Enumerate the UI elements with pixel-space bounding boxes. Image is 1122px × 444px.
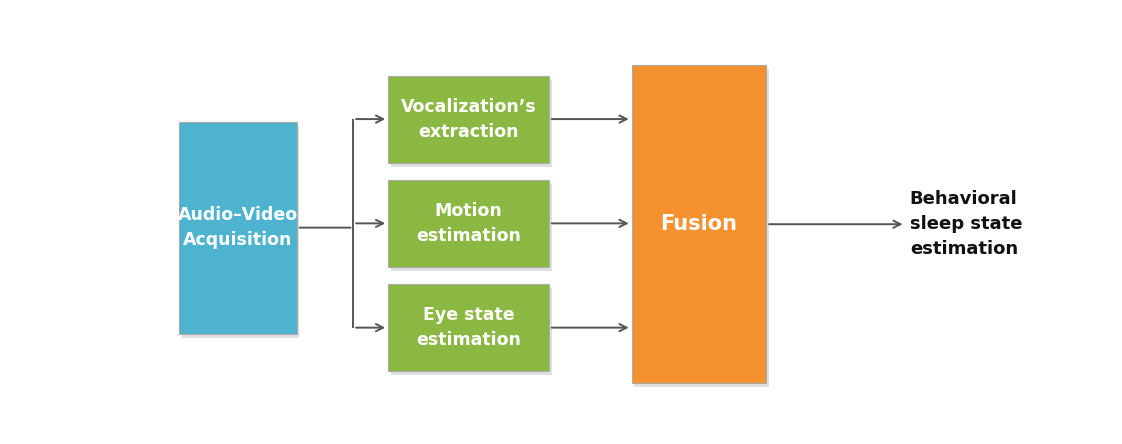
FancyBboxPatch shape [634, 69, 769, 387]
FancyBboxPatch shape [182, 126, 300, 338]
Text: Fusion: Fusion [661, 214, 737, 234]
FancyBboxPatch shape [388, 75, 549, 163]
Text: Eye state
estimation: Eye state estimation [416, 306, 521, 349]
Text: Audio–Video
Acquisition: Audio–Video Acquisition [178, 206, 298, 249]
FancyBboxPatch shape [180, 122, 296, 333]
Text: Vocalization’s
extraction: Vocalization’s extraction [401, 98, 536, 141]
FancyBboxPatch shape [390, 288, 552, 375]
FancyBboxPatch shape [632, 65, 766, 383]
Text: Behavioral
sleep state
estimation: Behavioral sleep state estimation [910, 190, 1022, 258]
FancyBboxPatch shape [388, 180, 549, 267]
Text: Motion
estimation: Motion estimation [416, 202, 521, 245]
FancyBboxPatch shape [388, 284, 549, 371]
FancyBboxPatch shape [390, 184, 552, 271]
FancyBboxPatch shape [390, 79, 552, 167]
